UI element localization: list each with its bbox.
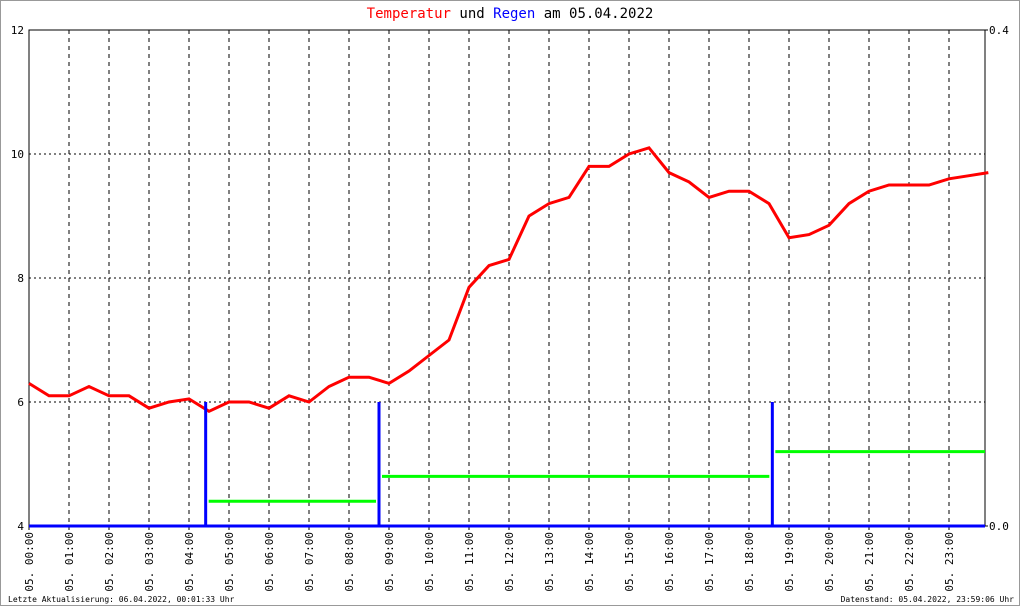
temperature-line <box>28 146 989 414</box>
footer-left: Letzte Aktualisierung: 06.04.2022, 00:01… <box>8 595 235 604</box>
x-tick-label: 05. 11:00 <box>463 532 476 592</box>
chart-title: Temperatur und Regen am 05.04.2022 <box>367 6 654 22</box>
y-tick-label: 10 <box>11 148 24 161</box>
x-tick-label: 05. 22:00 <box>903 532 916 592</box>
x-tick-label: 05. 16:00 <box>663 532 676 592</box>
y-tick-label: 8 <box>17 272 24 285</box>
x-tick-label: 05. 18:00 <box>743 532 756 592</box>
y-tick-label: 6 <box>17 396 24 409</box>
x-tick-label: 05. 01:00 <box>63 532 76 592</box>
title-part: Temperatur <box>367 6 451 22</box>
x-tick-label: 05. 13:00 <box>543 532 556 592</box>
footer-right: Datenstand: 05.04.2022, 23:59:06 Uhr <box>841 595 1015 604</box>
x-tick-label: 05. 19:00 <box>783 532 796 592</box>
x-tick-label: 05. 02:00 <box>103 532 116 592</box>
x-tick-label: 05. 07:00 <box>303 532 316 592</box>
x-tick-label: 05. 09:00 <box>383 532 396 592</box>
x-tick-label: 05. 03:00 <box>143 532 156 592</box>
x-tick-label: 05. 20:00 <box>823 532 836 592</box>
title-part: und <box>459 6 484 22</box>
x-tick-label: 05. 06:00 <box>263 532 276 592</box>
x-tick-label: 05. 23:00 <box>943 532 956 592</box>
x-tick-label: 05. 05:00 <box>223 532 236 592</box>
x-tick-label: 05. 14:00 <box>583 532 596 592</box>
title-part: am 05.04.2022 <box>544 6 654 22</box>
x-tick-label: 05. 17:00 <box>703 532 716 592</box>
y-tick-label: 12 <box>11 24 24 37</box>
y2-tick-label: 0.4 <box>989 24 1009 37</box>
x-tick-label: 05. 12:00 <box>503 532 516 592</box>
x-tick-label: 05. 00:00 <box>23 532 36 592</box>
x-tick-label: 05. 21:00 <box>863 532 876 592</box>
y2-tick-label: 0.0 <box>989 520 1009 533</box>
x-tick-label: 05. 15:00 <box>623 532 636 592</box>
x-tick-label: 05. 10:00 <box>423 532 436 592</box>
title-part: Regen <box>493 6 535 22</box>
x-tick-label: 05. 08:00 <box>343 532 356 592</box>
x-tick-label: 05. 04:00 <box>183 532 196 592</box>
y-tick-label: 4 <box>17 520 24 533</box>
